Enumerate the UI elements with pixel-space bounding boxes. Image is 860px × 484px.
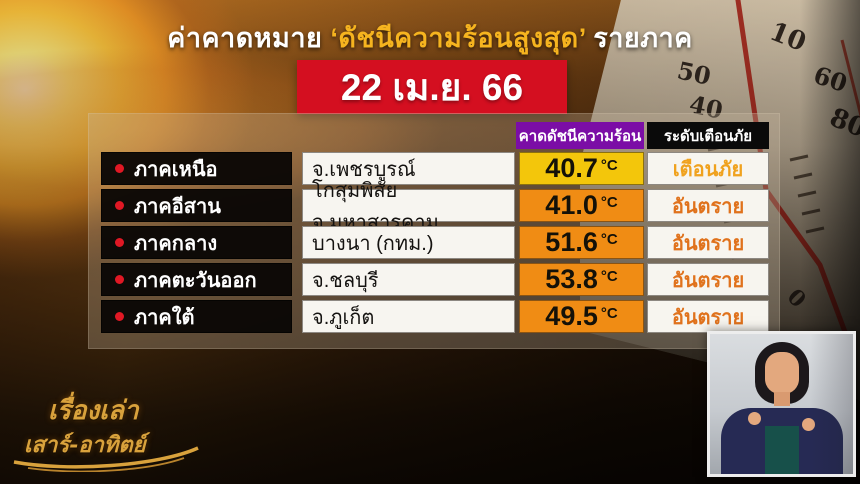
warning-level-cell: เตือนภัย: [647, 152, 769, 185]
bullet-icon: [115, 275, 124, 284]
heat-index-value: 41.0: [545, 190, 598, 220]
bullet-icon: [115, 312, 124, 321]
heat-index-cell: 51.6 °C: [519, 226, 644, 259]
warning-level-label: อันตราย: [671, 306, 745, 329]
heat-index-cell: 53.8 °C: [519, 263, 644, 296]
table-row: ภาคอีสาน โกสุมพิสัย จ.มหาสารคาม 41.0 °C …: [101, 180, 769, 234]
region-cell: ภาคตะวันออก: [101, 263, 292, 296]
interpreter-hair: [754, 342, 809, 404]
thermometer-number: 80: [825, 103, 860, 144]
warning-level-cell: อันตราย: [647, 226, 769, 259]
interpreter-hand: [748, 412, 761, 425]
interpreter-hand: [802, 418, 815, 431]
region-cell: ภาคใต้: [101, 300, 292, 333]
location-label: จ.เพชรบูรณ์: [312, 158, 416, 181]
region-cell: ภาคอีสาน: [101, 189, 292, 222]
table-row: ภาคใต้ จ.ภูเก็ต 49.5 °C อันตราย: [101, 300, 769, 333]
interpreter-video: [710, 334, 853, 474]
interpreter-shirt: [764, 426, 799, 474]
show-logo-line1: เรื่องเล่า: [48, 396, 139, 426]
title-suffix: รายภาค: [593, 23, 693, 53]
location-cell: บางนา (กทม.): [302, 226, 515, 259]
thermometer-number: 50: [675, 56, 714, 91]
region-label: ภาคกลาง: [134, 232, 218, 255]
heat-index-value: 53.8: [545, 264, 598, 294]
title-highlight: ‘ดัชนีความร้อนสูงสุด’: [330, 23, 586, 53]
location-label: จ.ชลบุรี: [312, 269, 379, 292]
celsius-unit: °C: [600, 305, 618, 322]
date-banner: 22 เม.ย. 66: [297, 60, 567, 114]
table-rows: ภาคเหนือ จ.เพชรบูรณ์ 40.7 °C เตือนภัย ภา…: [101, 152, 769, 333]
location-cell: จ.เพชรบูรณ์: [302, 152, 515, 185]
heat-index-cell: 49.5 °C: [519, 300, 644, 333]
warning-level-cell: อันตราย: [647, 189, 769, 222]
column-header-warning-level: ระดับเตือนภัย: [647, 122, 769, 149]
region-label: ภาคเหนือ: [134, 158, 218, 181]
location-label: บางนา (กทม.): [312, 232, 434, 255]
thermometer-number: 60: [810, 60, 851, 98]
heat-index-value: 49.5: [545, 301, 598, 331]
heat-index-cell: 41.0 °C: [519, 189, 644, 222]
location-cell: จ.ชลบุรี: [302, 263, 515, 296]
interpreter-neck: [773, 392, 790, 406]
region-cell: ภาคกลาง: [101, 226, 292, 259]
heat-index-cell: 40.7 °C: [519, 152, 644, 185]
thermometer-number: 0: [782, 284, 811, 313]
celsius-unit: °C: [600, 157, 618, 174]
sign-language-interpreter: [707, 331, 856, 477]
region-label: ภาคตะวันออก: [134, 269, 257, 292]
show-logo-line2: เสาร์-อาทิตย์: [24, 432, 146, 458]
celsius-unit: °C: [600, 268, 618, 285]
bullet-icon: [115, 201, 124, 210]
celsius-unit: °C: [600, 194, 618, 211]
title-prefix: ค่าคาดหมาย: [167, 23, 323, 53]
warning-level-label: อันตราย: [671, 232, 745, 255]
region-cell: ภาคเหนือ: [101, 152, 292, 185]
heat-index-value: 51.6: [545, 227, 598, 257]
show-logo: เรื่องเล่า เสาร์-อาทิตย์: [8, 390, 208, 476]
date-text: 22 เม.ย. 66: [340, 66, 524, 108]
table-row: ภาคกลาง บางนา (กทม.) 51.6 °C อันตราย: [101, 226, 769, 259]
bullet-icon: [115, 164, 124, 173]
location-label: จ.ภูเก็ต: [312, 306, 375, 329]
bullet-icon: [115, 238, 124, 247]
column-header-heat-index: คาดดัชนีความร้อน: [516, 122, 644, 149]
warning-level-cell: อันตราย: [647, 263, 769, 296]
warning-level-label: เตือนภัย: [672, 158, 744, 181]
warning-level-label: อันตราย: [671, 269, 745, 292]
location-cell: โกสุมพิสัย จ.มหาสารคาม: [302, 180, 515, 234]
heat-index-value: 40.7: [545, 153, 598, 183]
warning-level-cell: อันตราย: [647, 300, 769, 333]
region-label: ภาคอีสาน: [134, 195, 221, 218]
interpreter-blazer: [720, 408, 843, 474]
table-row: ภาคตะวันออก จ.ชลบุรี 53.8 °C อันตราย: [101, 263, 769, 296]
warning-level-label: อันตราย: [671, 195, 745, 218]
celsius-unit: °C: [600, 231, 618, 248]
logo-underline-swoosh: [13, 446, 199, 472]
interpreter-face: [764, 352, 799, 394]
table-row: ภาคเหนือ จ.เพชรบูรณ์ 40.7 °C เตือนภัย: [101, 152, 769, 185]
heat-index-table: คาดดัชนีความร้อน ระดับเตือนภัย ภาคเหนือ …: [88, 113, 780, 349]
location-cell: จ.ภูเก็ต: [302, 300, 515, 333]
page-title: ค่าคาดหมาย ‘ดัชนีความร้อนสูงสุด’ รายภาค: [0, 16, 860, 59]
region-label: ภาคใต้: [134, 306, 195, 329]
